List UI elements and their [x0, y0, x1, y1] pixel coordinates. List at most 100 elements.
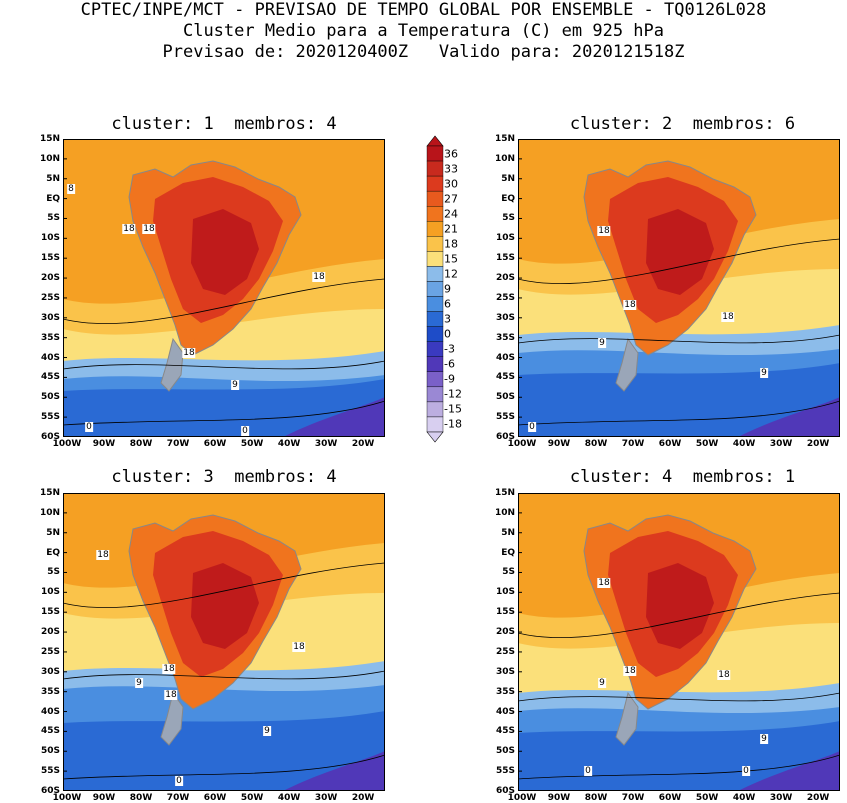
- contour-line-0: [63, 400, 385, 426]
- lon-tick-label: 30W: [769, 793, 793, 803]
- contour-label: 9: [231, 380, 239, 390]
- contour-line-18: [63, 562, 385, 609]
- lat-tick-label: 60S: [495, 786, 515, 796]
- field-very-hot-core: [191, 209, 259, 295]
- lat-tick-label: 15S: [495, 253, 515, 264]
- lat-tick-label: 45S: [495, 372, 515, 383]
- lat-tick-label: 40S: [495, 352, 515, 363]
- colorbar-swatch: [426, 175, 444, 192]
- contour-label: 9: [135, 678, 143, 688]
- contour-line-9: [518, 334, 840, 344]
- colorbar-label: 15: [444, 252, 458, 266]
- lat-tick-label: 60S: [495, 432, 515, 442]
- colorbar-swatch: [426, 221, 444, 237]
- contour-line-18: [518, 238, 840, 285]
- lon-tick-label: 90W: [547, 439, 571, 449]
- lat-tick-label: EQ: [46, 547, 60, 558]
- colorbar-swatch: [426, 190, 444, 207]
- colorbar-label: 30: [444, 177, 458, 191]
- lat-tick-label: 50S: [40, 746, 60, 757]
- lat-tick-label: 5S: [502, 567, 515, 578]
- lat-tick-label: 10S: [40, 233, 60, 244]
- contour-line-9: [63, 360, 385, 370]
- header-title: CPTEC/INPE/MCT - PREVISAO DE TEMPO GLOBA…: [80, 0, 767, 20]
- contour-line-18: [63, 278, 385, 325]
- contour-label: 18: [312, 272, 326, 282]
- map-frame: [518, 139, 840, 437]
- lat-tick-label: 30S: [495, 312, 515, 323]
- lon-tick-label: 30W: [314, 793, 338, 803]
- lon-tick-label: 90W: [92, 439, 116, 449]
- patagonia: [615, 691, 639, 746]
- lon-tick-label: 80W: [584, 439, 608, 449]
- contour-label: 9: [598, 678, 606, 688]
- patagonia: [615, 337, 639, 392]
- lon-tick-label: 60W: [203, 439, 227, 449]
- contour-label: 0: [528, 422, 536, 432]
- contour-label: 9: [263, 726, 271, 736]
- lat-tick-label: 20S: [495, 627, 515, 638]
- colorbar-swatch: [426, 326, 444, 342]
- panel-1-title: cluster: 1 membros: 4: [111, 114, 337, 134]
- colorbar-swatch: [426, 371, 444, 388]
- lat-tick-label: 10N: [39, 153, 60, 164]
- lat-tick-label: 40S: [40, 352, 60, 363]
- lon-tick-label: 20W: [351, 793, 375, 803]
- map-frame: [518, 493, 840, 791]
- contour-label: 18: [122, 224, 136, 234]
- contour-label: 9: [760, 734, 768, 744]
- lat-tick-label: 60S: [40, 786, 60, 796]
- field-subzero-band: [283, 751, 385, 791]
- lat-tick-label: EQ: [501, 547, 515, 558]
- field-subzero-band: [283, 397, 385, 437]
- field-subzero-band: [738, 397, 840, 437]
- lat-tick-label: 55S: [495, 766, 515, 777]
- colorbar-swatch: [426, 311, 444, 327]
- lon-tick-label: 40W: [277, 793, 301, 803]
- map-panel-cluster-2: 15N 10N 5N EQ 5S 10S 15S 20S 25S 30S 35S 40S 45S 50S 5…: [495, 134, 840, 449]
- contour-label: 8: [67, 184, 75, 194]
- lat-tick-label: 15S: [40, 253, 60, 264]
- colorbar-swatch: [426, 296, 444, 312]
- lon-tick-label: 100W: [507, 793, 537, 803]
- lon-tick-label: 50W: [240, 439, 264, 449]
- colorbar-arrow-top: [426, 135, 444, 147]
- contour-label: 9: [598, 338, 606, 348]
- panel-3-title: cluster: 3 membros: 4: [111, 467, 337, 487]
- contour-label: 18: [623, 666, 637, 676]
- lon-tick-label: 100W: [52, 793, 82, 803]
- lon-tick-label: 40W: [277, 439, 301, 449]
- colorbar-swatch: [426, 266, 444, 282]
- contour-label: 18: [162, 664, 176, 674]
- lat-tick-label: 15S: [40, 607, 60, 618]
- lat-tick-label: 55S: [40, 766, 60, 777]
- lon-tick-label: 90W: [92, 793, 116, 803]
- lat-tick-label: 60S: [40, 432, 60, 442]
- contour-label: 18: [597, 226, 611, 236]
- lon-tick-label: 100W: [507, 439, 537, 449]
- lat-tick-label: 10N: [39, 507, 60, 518]
- field-very-hot-core: [191, 563, 259, 649]
- contour-label: 0: [742, 766, 750, 776]
- lat-tick-label: 30S: [495, 666, 515, 677]
- contour-label: 0: [85, 422, 93, 432]
- map-panel-cluster-4: 15N 10N 5N EQ 5S 10S 15S 20S 25S 30S 35S 40S 45S 50S 5…: [495, 488, 840, 803]
- field-0-3-band: [63, 379, 385, 437]
- lon-tick-label: 30W: [769, 439, 793, 449]
- contour-label: 18: [164, 690, 178, 700]
- lat-tick-label: 40S: [495, 706, 515, 717]
- contour-label: 18: [142, 224, 156, 234]
- lat-tick-label: 35S: [40, 332, 60, 343]
- colorbar-label: 6: [444, 297, 451, 311]
- contour-label: 18: [623, 300, 637, 310]
- colorbar-swatch: [426, 206, 444, 222]
- colorbar-swatch: [426, 416, 444, 433]
- colorbar-swatch: [426, 386, 444, 403]
- colorbar-label: 36: [444, 147, 458, 161]
- colorbar-swatch: [426, 341, 444, 357]
- contour-line-9: [518, 692, 840, 702]
- colorbar-label: 21: [444, 222, 458, 236]
- colorbar-swatch: [426, 401, 444, 418]
- contour-line-0: [518, 400, 840, 426]
- lat-tick-label: 5S: [47, 213, 60, 224]
